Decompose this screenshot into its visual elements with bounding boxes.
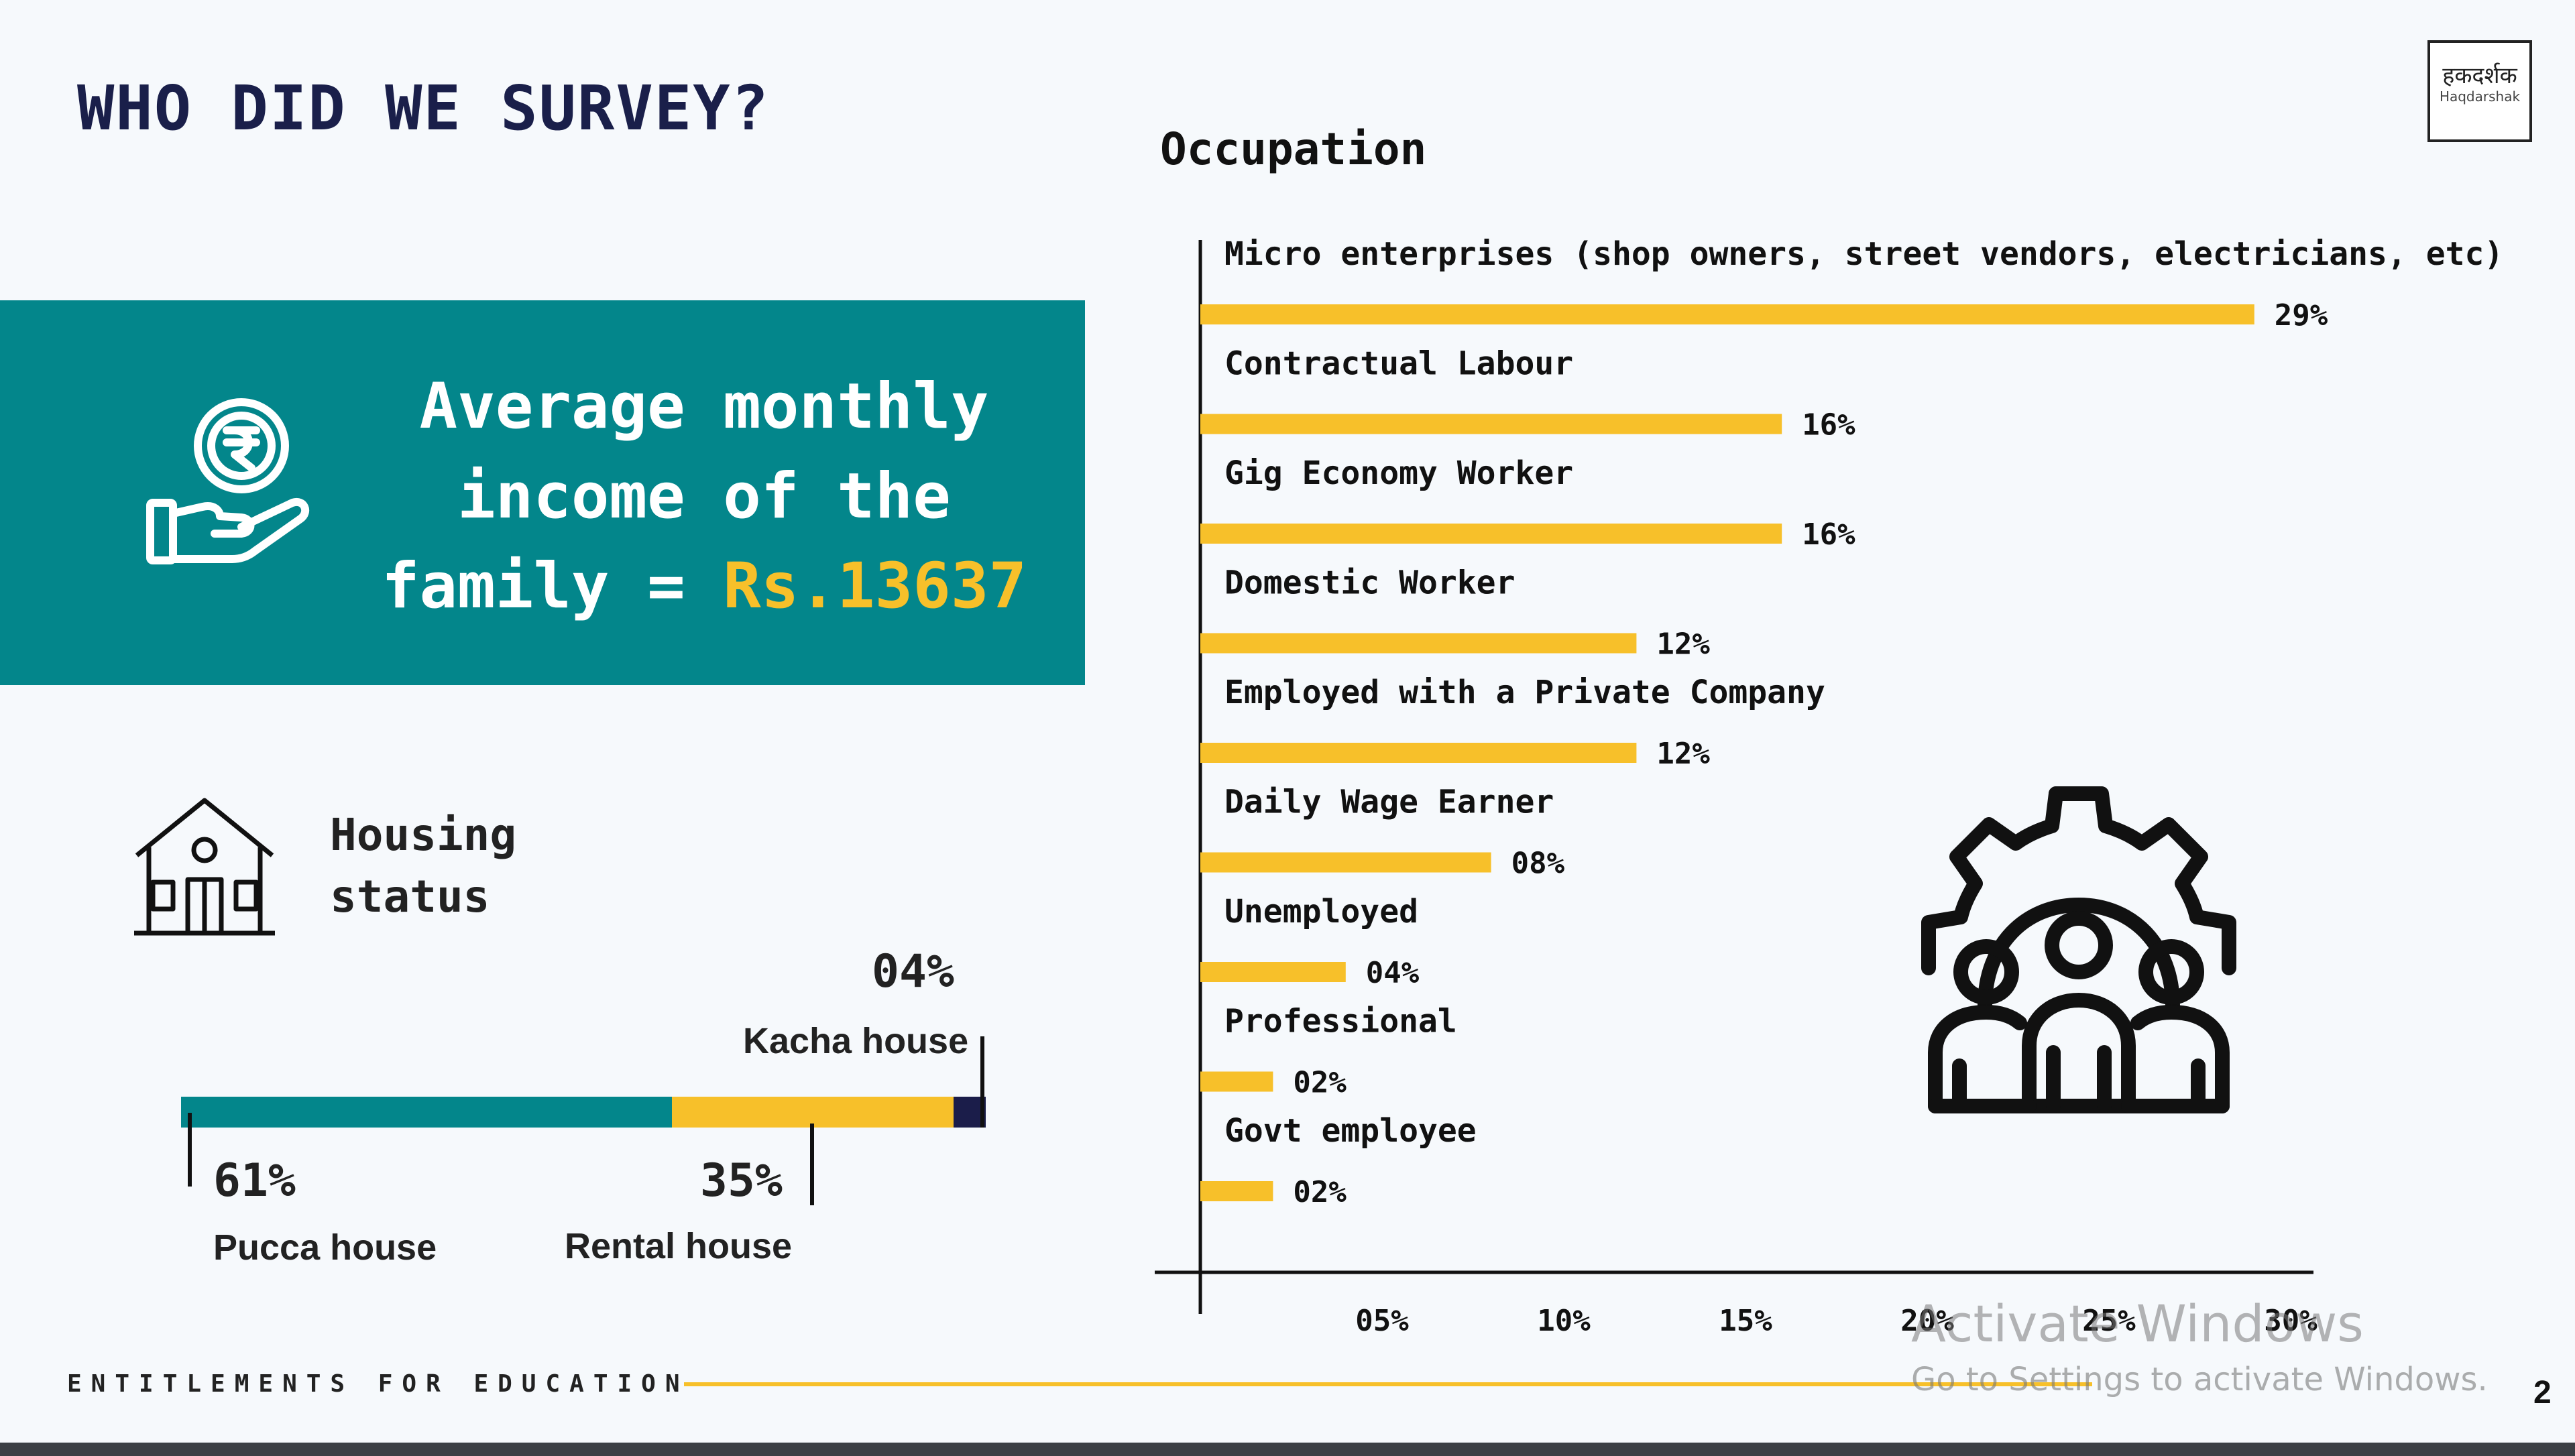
logo-text-hindi: हकदर्शक [2442,62,2517,89]
value-label-2: 16% [1802,518,1855,552]
value-label-8: 02% [1293,1175,1347,1209]
housing-segment-0 [181,1097,672,1128]
x-tick-label-5: 30% [2264,1304,2318,1338]
value-label-6: 04% [1366,956,1420,990]
bar-8 [1200,1181,1273,1201]
bar-4 [1200,743,1637,763]
bar-5 [1200,852,1491,873]
kacha-percent: 04% [872,945,954,998]
value-label-0: 29% [2275,298,2328,332]
bottom-strip [0,1443,2575,1456]
income-label: family = [381,550,724,623]
housing-segment-1 [672,1097,954,1128]
pucca-marker [188,1113,192,1187]
housing-title: Housing status [330,804,516,928]
housing-title-line-2: status [330,871,490,922]
kacha-label: Kacha house [743,1021,969,1061]
kacha-marker [980,1036,984,1128]
hand-rupee-icon [146,398,310,564]
income-panel [0,300,1085,685]
bar-1 [1200,414,1782,434]
category-label-1: Contractual Labour [1224,345,1573,383]
income-line-2: income of the [457,460,951,533]
footer-text: ENTITLEMENTS FOR EDUCATION [67,1370,689,1398]
value-label-4: 12% [1656,737,1710,771]
category-label-4: Employed with a Private Company [1224,674,1825,711]
bar-6 [1200,962,1346,982]
x-tick-label-4: 25% [2082,1304,2136,1338]
housing-stacked-bar [181,1097,986,1128]
bar-2 [1200,524,1782,544]
page-number: 2 [2533,1375,2552,1410]
page-title: WHO DID WE SURVEY? [77,72,770,144]
bar-0 [1200,304,2254,324]
house-icon [134,798,275,936]
pucca-label: Pucca house [213,1227,437,1268]
x-tick-label-0: 05% [1355,1304,1409,1338]
pucca-percent: 61% [213,1154,296,1207]
category-label-8: Govt employee [1224,1112,1477,1150]
activation-watermark-subtitle: Go to Settings to activate Windows. [1911,1361,2488,1398]
x-tick-label-2: 15% [1719,1304,1772,1338]
value-label-1: 16% [1802,408,1855,442]
value-label-3: 12% [1656,627,1710,662]
category-label-5: Daily Wage Earner [1224,784,1554,821]
category-label-3: Domestic Worker [1224,564,1515,602]
activation-watermark-title: Activate Windows [1911,1294,2364,1353]
income-line-1: Average monthly [419,370,989,443]
logo-text-english: Haqdarshak [2439,88,2521,105]
category-label-7: Professional [1224,1003,1457,1040]
housing-title-line-1: Housing [330,809,517,861]
footer-line [684,1382,2092,1386]
category-label-2: Gig Economy Worker [1224,454,1573,492]
rental-marker [810,1124,814,1205]
bar-3 [1200,633,1637,654]
income-line-3: family = Rs.13637 [349,542,1060,631]
team-gear-icon [1921,786,2236,1113]
income-amount: Rs.13637 [723,550,1027,623]
average-income-text: Average monthly income of the family = R… [349,362,1060,631]
category-label-0: Micro enterprises (shop owners, street v… [1224,235,2503,273]
chart-title: Occupation [1160,123,1427,175]
value-label-5: 08% [1511,847,1565,881]
haqdarshak-logo: हकदर्शक Haqdarshak [2427,40,2532,142]
category-label-6: Unemployed [1224,893,1418,930]
bar-7 [1200,1071,1273,1092]
rental-percent: 35% [700,1154,783,1207]
x-tick-label-3: 20% [1900,1304,1954,1338]
rental-label: Rental house [565,1226,793,1266]
value-label-7: 02% [1293,1066,1347,1100]
x-tick-label-1: 10% [1537,1304,1591,1338]
